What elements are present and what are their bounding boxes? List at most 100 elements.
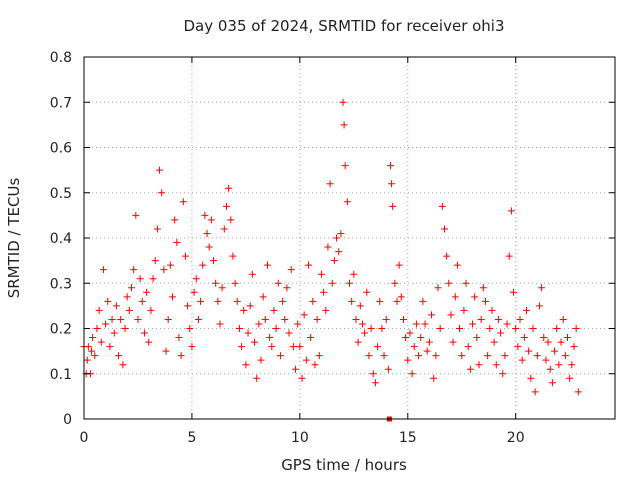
data-point	[162, 347, 170, 355]
data-point	[572, 325, 580, 332]
data-point	[315, 352, 323, 360]
data-point	[548, 379, 556, 387]
data-point	[574, 388, 582, 396]
data-point	[378, 325, 386, 332]
x-tick-label: 10	[291, 430, 309, 446]
data-point	[358, 320, 366, 328]
data-point	[440, 225, 448, 233]
data-point	[494, 315, 502, 323]
x-axis-label: GPS time / hours	[281, 456, 407, 474]
data-point	[501, 352, 509, 360]
data-point	[248, 270, 256, 278]
data-point	[335, 248, 343, 256]
data-point	[199, 261, 207, 269]
data-point	[175, 334, 183, 342]
data-point	[287, 266, 295, 274]
data-point	[112, 302, 120, 310]
data-point	[88, 347, 96, 355]
data-point	[246, 302, 254, 310]
data-point	[190, 288, 198, 296]
data-point	[371, 379, 379, 387]
chart-title: Day 035 of 2024, SRMTID for receiver ohi…	[183, 17, 504, 35]
x-tick-label: 0	[80, 430, 89, 446]
data-point	[121, 325, 129, 332]
data-point	[160, 266, 168, 274]
data-point	[328, 279, 336, 287]
data-point	[505, 252, 513, 260]
data-point	[173, 239, 181, 247]
data-point	[207, 216, 215, 224]
data-point	[488, 306, 496, 314]
data-point	[570, 343, 578, 351]
data-point	[149, 275, 157, 283]
data-point	[89, 334, 97, 342]
data-point	[169, 293, 176, 301]
data-point	[251, 338, 259, 346]
data-point	[512, 325, 520, 332]
data-point	[514, 343, 522, 351]
data-point	[222, 202, 230, 210]
data-point	[566, 374, 574, 382]
data-point	[106, 343, 114, 351]
data-point	[380, 352, 388, 360]
data-point	[391, 279, 399, 287]
data-point	[231, 279, 239, 287]
data-point	[553, 325, 561, 332]
data-point	[484, 352, 492, 360]
y-tick-label: 0	[63, 412, 72, 428]
data-point	[205, 243, 213, 251]
data-point	[119, 361, 127, 369]
data-point	[229, 252, 237, 260]
data-point	[197, 297, 205, 305]
data-point	[266, 334, 274, 342]
data-point	[538, 284, 546, 292]
data-point	[436, 325, 444, 332]
data-point	[166, 261, 174, 269]
data-point	[320, 288, 328, 296]
data-point	[520, 334, 528, 342]
data-point	[171, 216, 179, 224]
data-point	[220, 225, 228, 233]
data-point	[302, 356, 310, 364]
data-point	[415, 352, 423, 360]
data-point	[186, 325, 194, 332]
data-point	[253, 374, 261, 382]
data-point	[399, 315, 407, 323]
data-point	[322, 306, 330, 314]
data-point	[410, 343, 418, 351]
data-point	[555, 361, 563, 369]
data-point	[91, 352, 99, 360]
data-point	[326, 180, 334, 188]
data-point	[93, 325, 101, 332]
data-point	[108, 315, 116, 323]
data-point	[564, 334, 572, 342]
data-point	[384, 365, 392, 373]
data-point	[404, 356, 412, 364]
data-point	[417, 334, 425, 342]
data-point	[130, 266, 138, 274]
data-point	[143, 288, 151, 296]
data-point	[296, 343, 304, 351]
data-point	[456, 325, 464, 332]
data-point	[102, 320, 110, 328]
y-tick-label: 0.6	[50, 141, 72, 157]
data-point	[203, 229, 211, 237]
y-tick-label: 0.3	[50, 276, 72, 292]
data-point	[181, 252, 189, 260]
data-point	[184, 302, 192, 310]
data-point	[337, 229, 345, 237]
data-point	[235, 325, 243, 332]
data-point	[544, 338, 552, 346]
data-point	[432, 352, 440, 360]
data-point	[518, 356, 526, 364]
data-point	[138, 297, 146, 305]
data-point	[397, 293, 405, 301]
data-point	[304, 261, 312, 269]
data-point	[561, 352, 569, 360]
data-point	[292, 365, 300, 373]
data-point	[145, 338, 153, 346]
data-point	[354, 338, 362, 346]
data-point	[341, 162, 349, 170]
data-point	[535, 302, 543, 310]
data-point	[533, 352, 541, 360]
